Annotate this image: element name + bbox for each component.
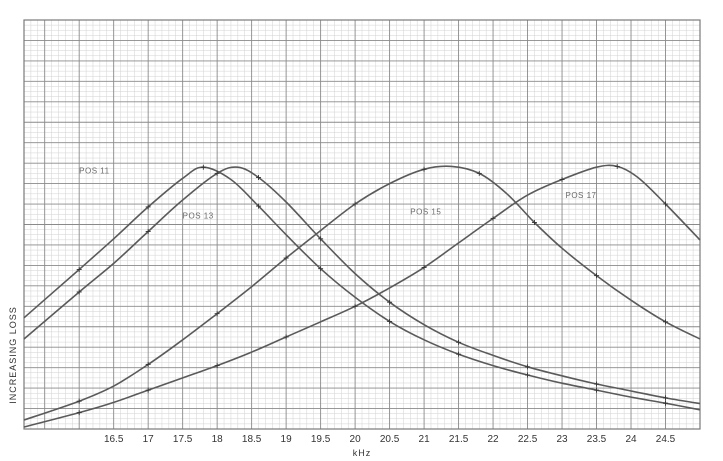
x-tick-label: 18.5	[242, 434, 262, 445]
x-tick-label: 22	[487, 434, 499, 445]
x-tick-label: 22.5	[518, 434, 538, 445]
x-tick-label: 17	[143, 434, 155, 445]
x-tick-label: 17.5	[173, 434, 193, 445]
x-tick-label: 21	[419, 434, 431, 445]
x-tick-label: 23.5	[587, 434, 607, 445]
x-tick-label: 19	[281, 434, 293, 445]
series-line-4	[23, 164, 701, 428]
series-line-2	[23, 166, 701, 405]
x-tick-label: 24	[625, 434, 637, 445]
x-tick-label: 21.5	[449, 434, 469, 445]
series-annotation: POS 13	[183, 211, 214, 220]
series-line-3	[23, 165, 701, 421]
x-tick-label: 19.5	[311, 434, 331, 445]
series-layer	[23, 164, 701, 428]
x-axis-title: kHz	[353, 448, 372, 458]
x-tick-label: 20	[350, 434, 362, 445]
y-axis-title: INCREASING LOSS	[8, 306, 18, 404]
plot-frame	[23, 19, 701, 430]
marker-layer	[76, 163, 669, 416]
major-grid	[24, 19, 701, 430]
x-tick-labels: 16.5 17 17.5 18 18.5 19 19.5 20 20.5 21 21.5 22 22.5…	[104, 434, 676, 445]
series-line-1	[23, 166, 701, 411]
x-tick-label: 23	[556, 434, 568, 445]
series-annotation: POS 11	[79, 166, 109, 175]
x-tick-label: 20.5	[380, 434, 400, 445]
series-annotations: POS 11 POS 13 POS 15 POS 17	[79, 166, 596, 220]
x-tick-label: 18	[212, 434, 224, 445]
series-annotation: POS 15	[410, 207, 441, 216]
x-tick-label: 24.5	[656, 434, 676, 445]
x-tick-label: 16.5	[104, 434, 124, 445]
series-annotation: POS 17	[565, 191, 596, 200]
